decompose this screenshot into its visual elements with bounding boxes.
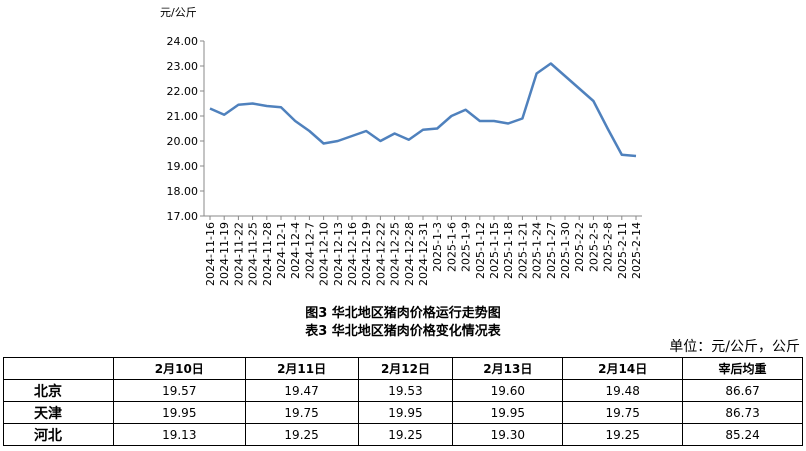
x-tick-label: 2024-12-1 bbox=[275, 222, 288, 279]
y-tick-label: 17.00 bbox=[167, 210, 199, 223]
table-cell bbox=[3, 357, 114, 380]
table-cell: 河北 bbox=[3, 423, 114, 446]
x-tick-label: 2025-1-30 bbox=[559, 222, 572, 279]
chart: 元/公斤 17.00 18.00 19.00 20.00 21.00 22.00 23.00… bbox=[160, 6, 643, 286]
x-tick-label: 2025-2-14 bbox=[630, 222, 643, 279]
table-cell: 天津 bbox=[3, 401, 114, 424]
y-tick-label: 23.00 bbox=[167, 60, 199, 73]
table-row: 北京 19.57 19.47 19.53 19.60 19.48 86.67 bbox=[3, 379, 803, 402]
x-tick-label: 2025-2-11 bbox=[616, 222, 629, 279]
chart-title: 图3 华北地区猪肉价格运行走势图 bbox=[305, 306, 501, 321]
x-tick-label: 2024-11-25 bbox=[247, 222, 260, 286]
x-tick-label: 2024-12-10 bbox=[318, 222, 331, 286]
y-tick-label: 24.00 bbox=[167, 35, 199, 48]
table-cell: 宰后均重 bbox=[682, 357, 803, 380]
table-title: 表3 华北地区猪肉价格变化情况表 bbox=[305, 324, 501, 339]
table-cell: 19.25 bbox=[244, 423, 359, 446]
y-tick-label: 22.00 bbox=[167, 85, 199, 98]
x-tick-label: 2024-11-28 bbox=[261, 222, 274, 286]
x-tick-label: 2024-12-16 bbox=[346, 222, 359, 286]
x-tick-label: 2025-1-12 bbox=[474, 222, 487, 279]
x-tick-label: 2025-2-2 bbox=[573, 222, 586, 272]
x-tick-label: 2024-12-13 bbox=[332, 222, 345, 286]
table-cell: 19.25 bbox=[357, 423, 454, 446]
table-cell: 2月12日 bbox=[357, 357, 454, 380]
x-tick-label: 2025-1-18 bbox=[502, 222, 515, 279]
table-cell: 19.75 bbox=[562, 401, 684, 424]
x-tick-label: 2024-12-19 bbox=[360, 222, 373, 286]
x-tick-label: 2025-1-3 bbox=[431, 222, 444, 272]
x-tick-label: 2024-11-22 bbox=[232, 222, 245, 286]
table-row: 河北 19.13 19.25 19.25 19.30 19.25 85.24 bbox=[3, 423, 803, 446]
table-row: 天津 19.95 19.75 19.95 19.95 19.75 86.73 bbox=[3, 401, 803, 424]
table-cell: 19.53 bbox=[357, 379, 454, 402]
x-tick-label: 2025-1-15 bbox=[488, 222, 501, 279]
x-tick-label: 2025-1-24 bbox=[531, 222, 544, 279]
table-cell: 19.47 bbox=[244, 379, 359, 402]
x-tick-label: 2024-12-4 bbox=[289, 222, 302, 279]
table-cell: 19.95 bbox=[112, 401, 246, 424]
x-tick-label: 2025-1-9 bbox=[460, 222, 473, 272]
x-tick-label: 2025-2-5 bbox=[587, 222, 600, 272]
table-cell: 2月10日 bbox=[112, 357, 246, 380]
y-tick-label: 19.00 bbox=[167, 160, 199, 173]
x-tick-label: 2024-12-22 bbox=[374, 222, 387, 286]
table-cell: 19.95 bbox=[357, 401, 454, 424]
unit-note: 单位：元/公斤，公斤 bbox=[669, 339, 800, 355]
table-cell: 19.57 bbox=[112, 379, 246, 402]
table-cell: 19.48 bbox=[562, 379, 684, 402]
y-axis-label: 元/公斤 bbox=[160, 6, 197, 19]
table-cell: 19.60 bbox=[452, 379, 564, 402]
price-table: 2月10日 2月11日 2月12日 2月13日 2月14日 宰后均重 北京 19.57 19.4… bbox=[3, 357, 803, 446]
x-tick-label: 2024-12-31 bbox=[417, 222, 430, 286]
x-tick-label: 2025-1-6 bbox=[445, 222, 458, 272]
table-cell: 86.73 bbox=[682, 401, 803, 424]
price-line bbox=[209, 62, 637, 158]
x-tick-label: 2025-1-27 bbox=[545, 222, 558, 279]
x-tick-label: 2025-1-21 bbox=[516, 222, 529, 279]
table-cell: 19.75 bbox=[244, 401, 359, 424]
x-tick-label: 2024-11-16 bbox=[204, 222, 217, 286]
x-tick-label: 2025-2-8 bbox=[602, 222, 615, 272]
table-cell: 19.30 bbox=[452, 423, 564, 446]
table-cell: 2月13日 bbox=[452, 357, 564, 380]
header-row: 2月10日 2月11日 2月12日 2月13日 2月14日 宰后均重 bbox=[3, 357, 803, 380]
x-tick-label: 2024-12-7 bbox=[303, 222, 316, 279]
y-tick-label: 21.00 bbox=[167, 110, 199, 123]
x-tick-label: 2024-12-25 bbox=[389, 222, 402, 286]
y-tick-label: 18.00 bbox=[167, 185, 199, 198]
table-cell: 19.25 bbox=[562, 423, 684, 446]
table-cell: 2月11日 bbox=[244, 357, 359, 380]
table-cell: 2月14日 bbox=[562, 357, 684, 380]
table-cell: 85.24 bbox=[682, 423, 803, 446]
x-tick-label: 2024-12-28 bbox=[403, 222, 416, 286]
table-cell: 19.13 bbox=[112, 423, 246, 446]
x-tick-label: 2024-11-19 bbox=[218, 222, 231, 286]
table-cell: 86.67 bbox=[682, 379, 803, 402]
table-cell: 19.95 bbox=[452, 401, 564, 424]
table-cell: 北京 bbox=[3, 379, 114, 402]
y-tick-label: 20.00 bbox=[167, 135, 199, 148]
